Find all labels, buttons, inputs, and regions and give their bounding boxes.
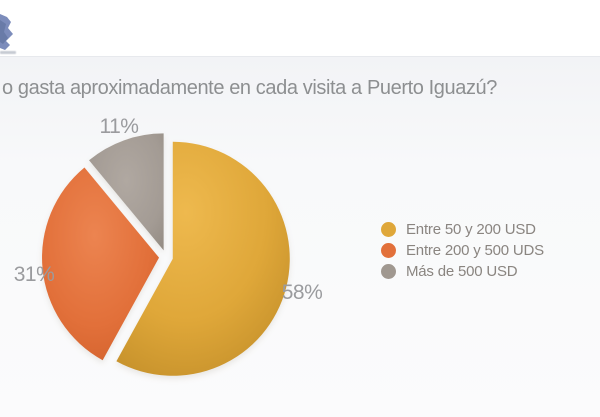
- logo-caption-smudge: [0, 51, 16, 54]
- crest-logo-icon: [0, 14, 13, 50]
- pie-label-58-percent: 58%: [281, 281, 323, 304]
- pie-slice-entre-200-500-uds: [42, 167, 160, 361]
- pie-slice-mas-de-500-usd: [89, 133, 164, 251]
- legend-item-entre-200-500: Entre 200 y 500 UDS: [381, 242, 544, 259]
- legend-item-entre-50-200: Entre 50 y 200 USD: [381, 221, 544, 238]
- legend-color-dot-gray-icon: [381, 264, 396, 279]
- legend-label: Entre 200 y 500 UDS: [406, 242, 544, 259]
- legend-item-mas-de-500: Más de 500 USD: [381, 263, 544, 280]
- pie-label-31-percent: 31%: [13, 263, 55, 286]
- pie-label-11-percent: 11%: [99, 115, 139, 138]
- chart-area: o gasta aproximadamente en cada visita a…: [0, 57, 600, 417]
- top-bar: [0, 0, 600, 56]
- legend-label: Más de 500 USD: [406, 263, 518, 280]
- chart-legend: Entre 50 y 200 USD Entre 200 y 500 UDS M…: [381, 221, 544, 280]
- header-divider: [0, 56, 600, 57]
- pie-slice-entre-50-200-usd: [116, 141, 290, 376]
- survey-question-title: o gasta aproximadamente en cada visita a…: [2, 77, 497, 99]
- legend-color-dot-orange-icon: [381, 243, 396, 258]
- legend-color-dot-yellow-icon: [381, 222, 396, 237]
- legend-label: Entre 50 y 200 USD: [406, 221, 536, 238]
